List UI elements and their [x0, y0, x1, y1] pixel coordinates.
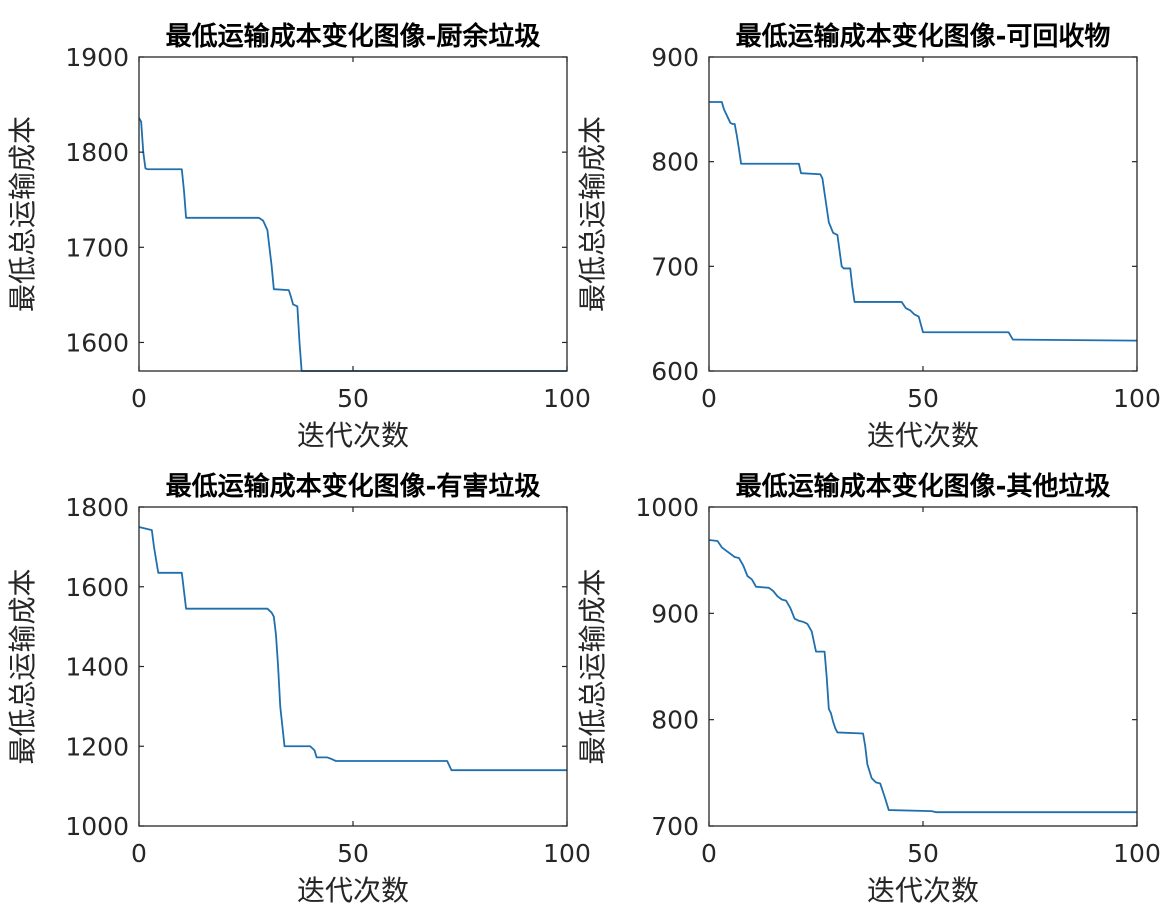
- y-tick-label: 900: [651, 43, 699, 72]
- series-line: [138, 526, 567, 772]
- chart-title: 最低运输成本变化图像-其他垃圾: [736, 471, 1112, 502]
- series-line: [709, 101, 1138, 342]
- x-tick-label: 50: [337, 839, 369, 868]
- y-axis-label: 最低总运输成本: [6, 116, 39, 312]
- series-line: [138, 117, 567, 372]
- x-axis-label: 迭代次数: [297, 874, 409, 907]
- x-tick-label: 100: [1113, 839, 1161, 868]
- x-axis-label: 迭代次数: [867, 419, 979, 452]
- y-tick-label: 1700: [65, 233, 129, 262]
- y-tick-label: 600: [651, 357, 699, 386]
- x-tick-label: 100: [543, 839, 591, 868]
- y-axis-label: 最低总运输成本: [576, 116, 609, 312]
- y-tick-label: 1600: [65, 573, 129, 602]
- chart-title: 最低运输成本变化图像-厨余垃圾: [166, 21, 542, 52]
- y-tick-label: 800: [651, 706, 699, 735]
- y-axis-label: 最低总运输成本: [6, 568, 39, 764]
- x-tick-label: 100: [543, 384, 591, 413]
- x-tick-label: 0: [701, 384, 717, 413]
- y-axis-label: 最低总运输成本: [576, 568, 609, 764]
- y-tick-label: 1000: [65, 812, 129, 841]
- y-tick-label: 1800: [65, 138, 129, 167]
- x-axis-label: 迭代次数: [867, 874, 979, 907]
- subplot-1: 最低运输成本变化图像-厨余垃圾 0 50 100 1600 1700 1800 1900 迭代次…: [6, 21, 591, 452]
- y-tick-label: 1200: [65, 732, 129, 761]
- subplot-2: 最低运输成本变化图像-可回收物 0 50 100 600 700 800 900 迭代次数 最低总…: [576, 21, 1161, 452]
- y-tick-label: 1400: [65, 653, 129, 682]
- series-line: [708, 539, 1137, 814]
- x-tick-label: 0: [131, 384, 147, 413]
- y-tick-label: 1000: [635, 493, 699, 522]
- chart-title: 最低运输成本变化图像-有害垃圾: [166, 471, 542, 502]
- y-tick-label: 1900: [65, 43, 129, 72]
- y-tick-label: 1800: [65, 493, 129, 522]
- subplot-3: 最低运输成本变化图像-有害垃圾 0 50 100 1000 1200 1400 1600 180…: [6, 471, 591, 907]
- x-tick-label: 100: [1113, 384, 1161, 413]
- x-tick-label: 0: [131, 839, 147, 868]
- x-tick-label: 50: [907, 384, 939, 413]
- y-tick-label: 900: [651, 599, 699, 628]
- x-axis-label: 迭代次数: [297, 419, 409, 452]
- y-tick-label: 700: [651, 252, 699, 281]
- y-tick-label: 800: [651, 148, 699, 177]
- subplot-4: 最低运输成本变化图像-其他垃圾 0 50 100 700 800 900 1000 迭代次数 最低…: [576, 471, 1161, 907]
- x-tick-label: 0: [701, 839, 717, 868]
- x-tick-label: 50: [907, 839, 939, 868]
- y-tick-label: 1600: [65, 328, 129, 357]
- y-tick-label: 700: [651, 812, 699, 841]
- x-tick-label: 50: [337, 384, 369, 413]
- chart-title: 最低运输成本变化图像-可回收物: [736, 21, 1111, 52]
